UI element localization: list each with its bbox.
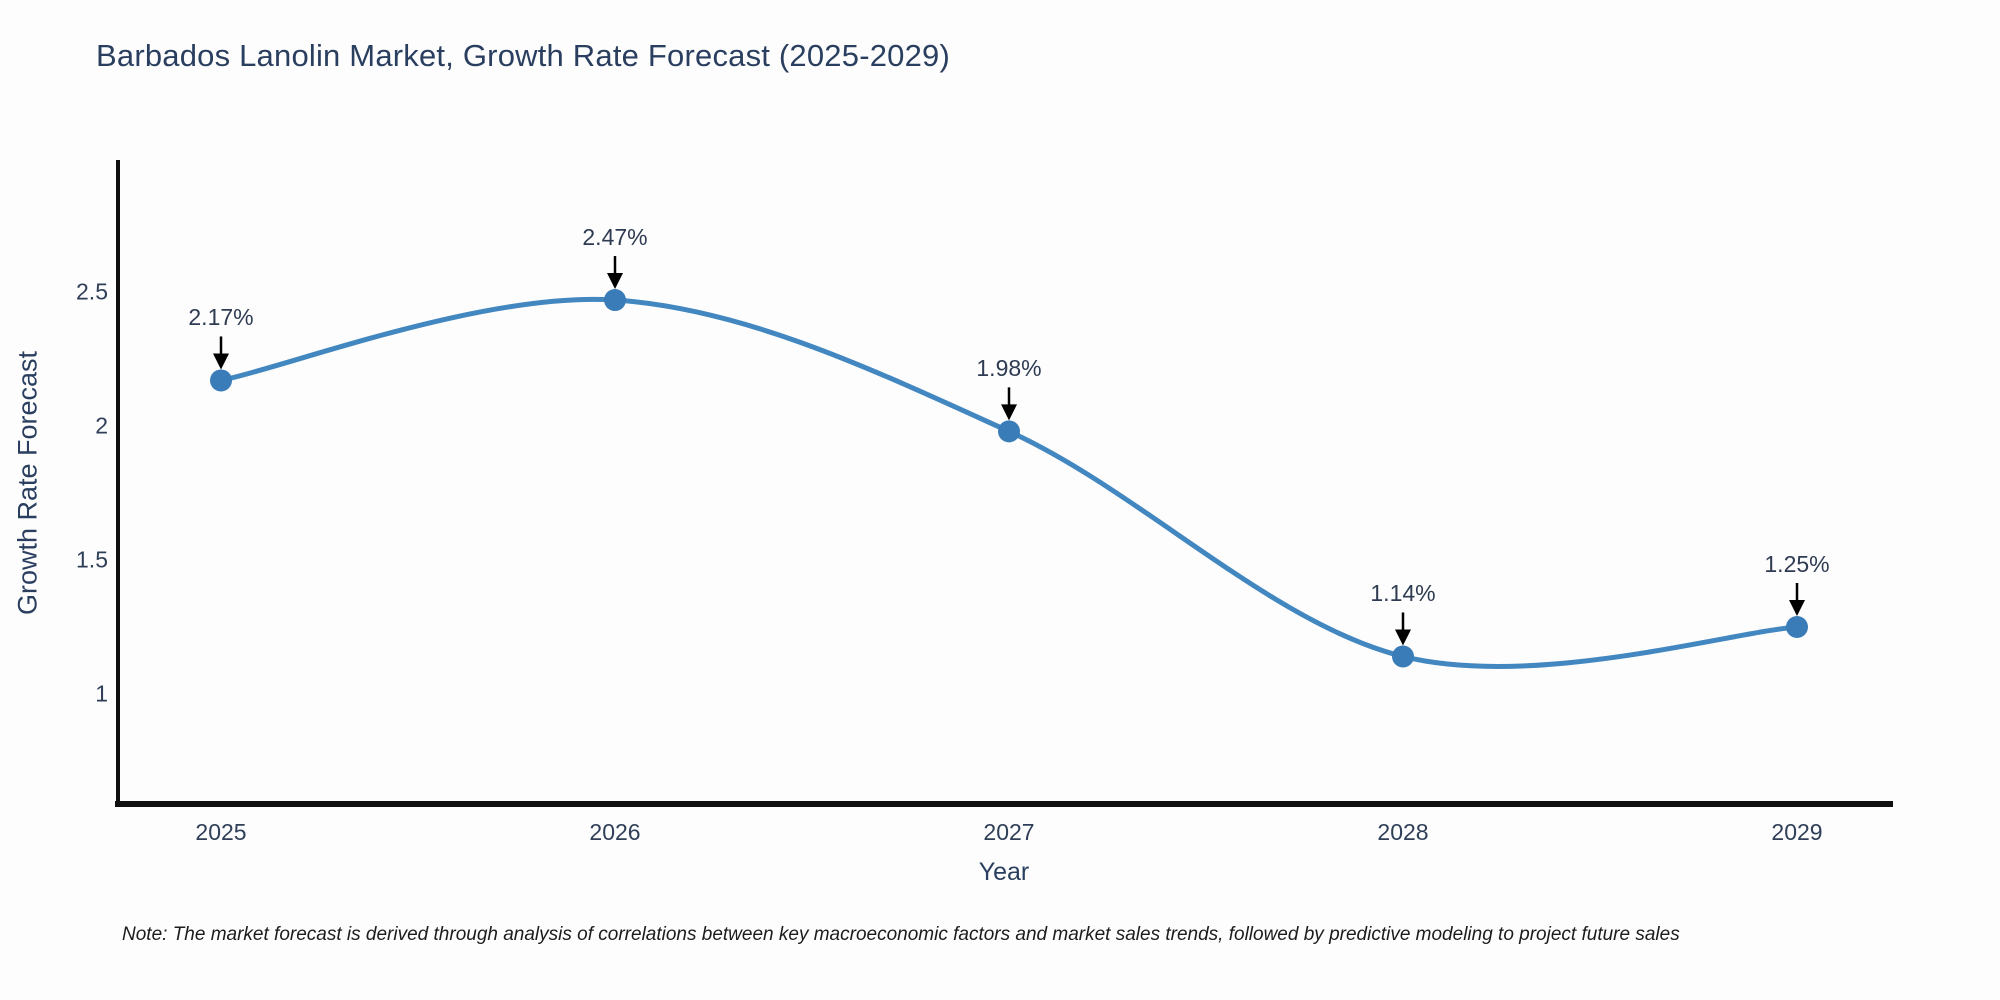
point-annotation-label: 1.98% [976, 355, 1042, 382]
y-axis-label: Growth Rate Forecast [12, 350, 43, 616]
point-annotation-label: 2.17% [188, 304, 254, 331]
data-point-marker [1392, 645, 1414, 668]
data-point-marker [1786, 616, 1808, 638]
point-annotation-label: 1.14% [1370, 580, 1436, 607]
y-tick-label: 1.5 [76, 546, 108, 573]
annotation-arrowhead [213, 353, 229, 370]
point-annotation-label: 2.47% [582, 224, 648, 251]
footnote: Note: The market forecast is derived thr… [122, 924, 1680, 945]
x-tick-label: 2027 [983, 819, 1035, 845]
annotation-arrowhead [1001, 404, 1017, 421]
x-tick-label: 2029 [1771, 819, 1823, 845]
data-point-marker [604, 289, 626, 312]
annotation-arrowhead [1395, 629, 1411, 646]
x-tick-label: 2028 [1377, 819, 1429, 845]
annotation-arrowhead [1789, 600, 1805, 616]
y-tick-label: 1 [95, 680, 108, 707]
x-axis-label: Year [978, 858, 1030, 886]
data-point-marker [210, 369, 232, 392]
data-point-marker [998, 420, 1020, 443]
point-annotation-label: 1.25% [1764, 551, 1830, 577]
y-tick-label: 2.5 [76, 278, 108, 305]
chart-title: Barbados Lanolin Market, Growth Rate For… [96, 38, 951, 73]
x-tick-label: 2026 [589, 819, 641, 845]
y-tick-label: 2 [95, 412, 108, 439]
x-tick-label: 2025 [195, 819, 247, 845]
annotation-arrowhead [607, 273, 623, 290]
